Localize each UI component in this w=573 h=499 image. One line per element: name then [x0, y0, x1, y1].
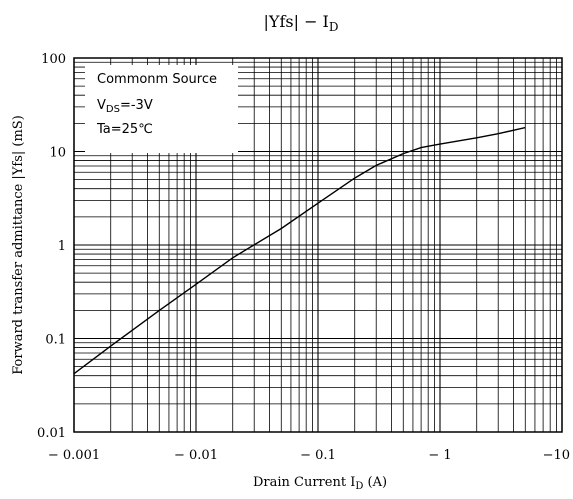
x-tick-label: − 0.1: [300, 448, 336, 463]
annotation-box: Commonm Source VDS=-3V Ta=25℃: [85, 65, 238, 153]
y-tick-label: 100: [41, 52, 66, 67]
series-line: [73, 126, 526, 375]
chart-title-subscript: D: [329, 20, 339, 34]
annotation-line-3: Ta=25℃: [96, 122, 153, 137]
x-axis-label: Drain Current ID (A): [253, 475, 387, 492]
annotation-line-2: VDS=-3V: [97, 98, 153, 115]
plot-frame: [73, 57, 563, 433]
x-tick-label: − 1: [428, 448, 451, 463]
x-tick-label: − 0.001: [48, 448, 100, 463]
chart-title-main: |Yfs| − I: [264, 12, 329, 31]
chart-title: |Yfs| − ID: [264, 12, 339, 34]
annotation-line-1: Commonm Source: [97, 72, 217, 87]
x-tick-labels: − 0.001 − 0.01 − 0.1 − 1 −10: [48, 448, 570, 463]
x-tick-label: − 0.01: [174, 448, 218, 463]
x-tick-label: −10: [543, 448, 570, 463]
y-tick-label: 10: [49, 146, 66, 161]
svg-text:|Yfs| − ID: |Yfs| − ID: [264, 12, 339, 34]
y-tick-label: 0.1: [45, 333, 66, 348]
data-series: [73, 126, 526, 375]
y-axis-label: Forward transfer admittance |Yfs| (mS): [11, 115, 26, 375]
y-tick-labels: 100 10 1 0.1 0.01: [37, 52, 66, 441]
y-tick-label: 1: [58, 239, 66, 254]
y-tick-label: 0.01: [37, 426, 66, 441]
